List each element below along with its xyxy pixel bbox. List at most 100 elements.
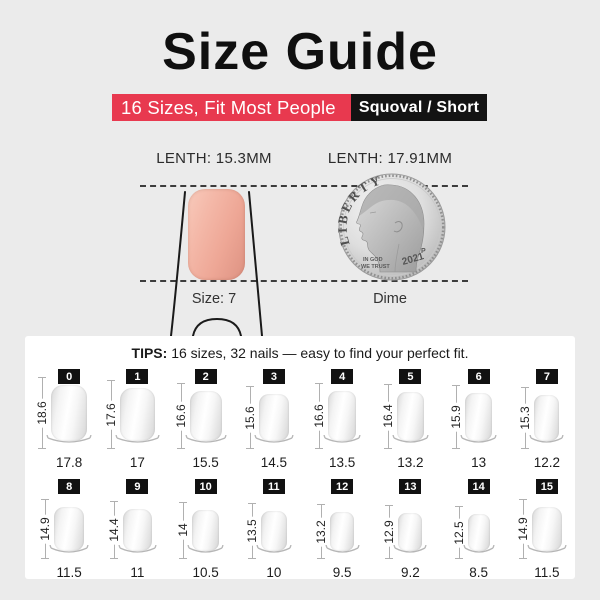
dime-length-label: LENTH: 17.91MM — [327, 150, 453, 167]
nail-shape — [396, 391, 424, 441]
nail-shape — [398, 512, 423, 551]
length-measure: 16.6 — [172, 383, 190, 449]
length-value: 16.4 — [379, 401, 396, 432]
banner: 16 Sizes, Fit Most People Squoval / Shor… — [112, 94, 487, 121]
nail-shape — [328, 391, 356, 441]
length-value: 15.6 — [242, 402, 258, 433]
length-measure: 15.9 — [447, 385, 465, 449]
length-measure: 13.5 — [243, 503, 261, 559]
bottom-dashed-line — [140, 280, 468, 282]
measure-cap-top — [178, 501, 187, 503]
measure-cap-top — [518, 499, 527, 501]
measure-cap-bottom — [518, 558, 527, 559]
size-badge: 5 — [399, 369, 422, 384]
size-badge: 2 — [194, 369, 217, 384]
nail-shape — [54, 507, 85, 551]
measure-cap-top — [106, 380, 115, 382]
length-measure: 16.6 — [310, 383, 328, 449]
measure-cap-top — [110, 500, 119, 502]
length-measure: 14.4 — [105, 500, 123, 559]
size-badge: 9 — [126, 479, 149, 494]
measure-cap-bottom — [246, 448, 254, 449]
width-value: 15.5 — [192, 455, 219, 470]
size-badge: 6 — [467, 369, 490, 384]
length-measure: 12.5 — [450, 506, 468, 559]
measure-cap-top — [385, 504, 394, 506]
width-bracket — [529, 433, 564, 451]
size-cell: 12 13.2 9.5 — [300, 479, 368, 580]
measure-cap-bottom — [315, 448, 324, 449]
length-value: 14 — [174, 520, 191, 541]
size-cell: 4 16.6 13.5 — [300, 369, 368, 470]
size-badge: 8 — [58, 479, 81, 494]
size-cell: 11 13.5 10 — [232, 479, 300, 580]
width-value: 8.5 — [469, 565, 489, 580]
banner-left: 16 Sizes, Fit Most People — [112, 94, 351, 121]
nail-shape — [191, 509, 220, 551]
length-measure: 13.2 — [312, 504, 330, 559]
nail-shape — [534, 395, 560, 441]
length-measure: 15.3 — [516, 387, 534, 449]
dime-caption: Dime — [373, 291, 407, 307]
width-value: 13.2 — [397, 455, 424, 470]
nail-length-label: LENTH: 15.3MM — [156, 150, 272, 167]
finger-outline — [170, 191, 263, 336]
nail-shape — [119, 388, 155, 441]
measure-cap-bottom — [178, 558, 187, 559]
size-cell: 5 16.4 13.2 — [368, 369, 436, 470]
measure-cap-bottom — [247, 558, 256, 559]
width-bracket — [527, 543, 567, 561]
width-bracket — [46, 433, 92, 451]
dime-reeded-edge — [339, 174, 445, 280]
measure-cap-top — [454, 506, 463, 508]
dime-motto-line1: IN GOD — [363, 257, 383, 263]
measure-cap-top — [316, 504, 325, 506]
width-bracket — [463, 543, 495, 561]
size-cell: 13 12.9 9.2 — [368, 479, 436, 580]
width-value: 12.2 — [533, 455, 561, 470]
measure-cap-top — [246, 386, 254, 388]
dime-coin-image: LIBERTY IN GOD WE TRUST 2021 P — [337, 172, 446, 281]
length-value: 18.6 — [33, 398, 50, 428]
width-value: 13 — [471, 455, 487, 470]
width-value: 9.2 — [400, 565, 420, 580]
size-cell: 2 16.6 15.5 — [164, 369, 232, 470]
width-bracket — [187, 543, 224, 561]
width-bracket — [49, 543, 89, 561]
sample-nail — [188, 189, 245, 280]
width-value: 17 — [129, 455, 145, 470]
measure-cap-top — [37, 377, 46, 379]
size-cell: 1 17.6 17 — [95, 369, 163, 470]
width-value: 10 — [266, 565, 282, 580]
length-value: 17.6 — [102, 399, 119, 430]
size-cell: 0 18.6 17.8 — [27, 369, 95, 470]
tips-text: 16 sizes, 32 nails — easy to find your p… — [171, 345, 469, 361]
measure-cap-top — [452, 385, 461, 387]
nail-shape — [531, 507, 562, 551]
size-cell: 15 14.9 11.5 — [505, 479, 573, 580]
size-cell: 9 14.4 11 — [95, 479, 163, 580]
width-bracket — [185, 433, 227, 451]
nail-shape — [329, 512, 355, 551]
width-value: 14.5 — [260, 455, 288, 470]
roosevelt-profile — [356, 184, 425, 273]
size-grid-row-2: 8 14.9 11.5 9 14.4 11 10 14 10.5 11 13.5 10 12 13.2 9.… — [25, 479, 575, 580]
length-measure: 18.6 — [33, 377, 51, 449]
width-value: 9.5 — [332, 565, 352, 580]
size-badge: 3 — [262, 369, 285, 384]
dime-motto-line2: WE TRUST — [361, 264, 390, 270]
size-badge: 11 — [262, 479, 285, 494]
banner-right: Squoval / Short — [351, 94, 487, 121]
measure-cap-top — [41, 499, 50, 501]
width-bracket — [115, 433, 160, 451]
length-measure: 14.9 — [514, 499, 532, 559]
measure-cap-bottom — [176, 448, 185, 449]
measure-cap-top — [521, 387, 530, 389]
measure-cap-bottom — [383, 448, 392, 449]
nail-shape — [260, 511, 287, 551]
length-value: 15.9 — [448, 402, 465, 432]
measure-cap-top — [247, 503, 256, 505]
length-value: 16.6 — [172, 401, 189, 431]
width-value: 11.5 — [534, 565, 560, 580]
width-bracket — [256, 543, 292, 561]
